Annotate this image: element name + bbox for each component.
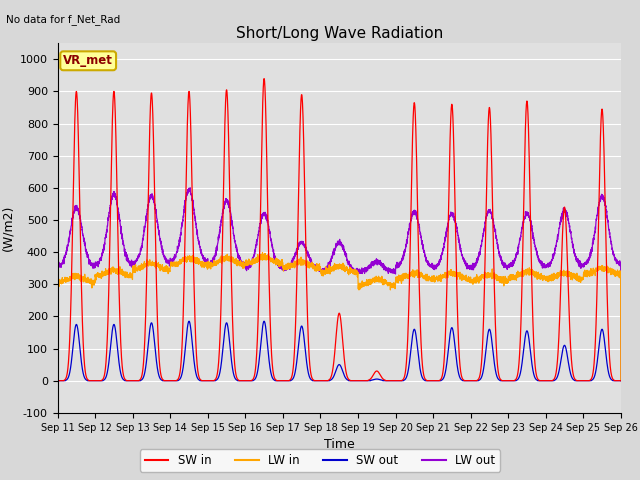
LW out [435, 262, 442, 267]
SW out [54, 378, 61, 384]
SW out [617, 378, 625, 384]
SW out [319, 378, 326, 384]
SW in [616, 378, 624, 384]
LW out [498, 256, 506, 262]
SW out [435, 378, 442, 384]
Text: VR_met: VR_met [63, 54, 113, 67]
LW in [466, 279, 474, 285]
Line: LW in: LW in [58, 252, 621, 381]
Y-axis label: (W/m2): (W/m2) [1, 205, 14, 251]
SW out [185, 318, 193, 324]
LW out [155, 232, 163, 238]
SW out [498, 378, 506, 384]
LW in [54, 280, 61, 286]
SW in [466, 378, 474, 384]
LW in [259, 250, 266, 255]
SW in [54, 378, 61, 384]
LW in [319, 271, 326, 277]
Title: Short/Long Wave Radiation: Short/Long Wave Radiation [236, 25, 443, 41]
SW in [319, 378, 326, 384]
SW out [616, 378, 624, 384]
LW in [435, 277, 442, 283]
Legend: SW in, LW in, SW out, LW out: SW in, LW in, SW out, LW out [140, 449, 500, 472]
SW in [617, 378, 625, 384]
SW out [466, 378, 474, 384]
LW in [498, 276, 506, 282]
LW in [616, 270, 624, 276]
LW out [466, 266, 474, 272]
Line: SW in: SW in [58, 79, 621, 381]
SW in [435, 378, 442, 384]
Line: SW out: SW out [58, 321, 621, 381]
LW out [616, 260, 624, 266]
LW out [186, 185, 194, 191]
SW out [155, 372, 163, 378]
Text: No data for f_Net_Rad: No data for f_Net_Rad [6, 14, 121, 25]
SW in [498, 377, 506, 383]
LW out [319, 266, 326, 272]
LW out [54, 263, 61, 268]
LW out [617, 378, 625, 384]
X-axis label: Time: Time [324, 438, 355, 451]
LW in [155, 264, 163, 269]
SW in [155, 350, 163, 356]
LW in [617, 378, 625, 384]
Line: LW out: LW out [58, 188, 621, 381]
SW in [260, 76, 268, 82]
